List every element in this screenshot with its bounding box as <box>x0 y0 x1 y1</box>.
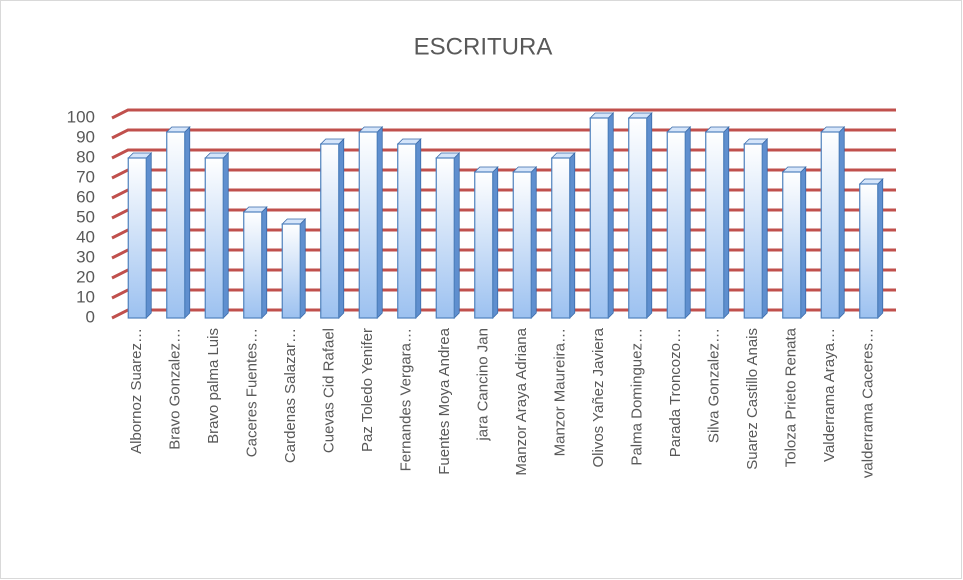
bar-group <box>319 138 345 319</box>
y-tick-label: 40 <box>76 227 95 246</box>
bar <box>127 157 147 319</box>
bar-side <box>646 112 653 319</box>
bar <box>666 131 686 319</box>
x-tick-label: valderrama Caceres… <box>860 328 877 478</box>
x-tick-label: Bravo Gonzalez… <box>167 328 184 450</box>
bar-group <box>281 218 307 319</box>
bar-group <box>242 206 268 319</box>
bar-group <box>435 152 461 319</box>
bar-side <box>877 178 884 319</box>
y-tick-label: 60 <box>76 187 95 206</box>
bar <box>204 157 224 319</box>
bar-side <box>530 166 537 319</box>
bar-group <box>204 152 230 319</box>
y-tick-label: 50 <box>76 207 95 226</box>
x-tick-label: Fuentes Moya Andrea <box>436 327 453 474</box>
x-tick-label: Suarez Castillo Anais <box>744 328 761 470</box>
x-tick-label: Manzor Maureira… <box>552 328 569 456</box>
bar-side <box>569 152 576 319</box>
bar-group <box>165 126 191 319</box>
bar-side <box>222 152 229 319</box>
bar <box>782 171 802 319</box>
bar-side <box>684 126 691 319</box>
x-tick-label: Palma Dominguez… <box>629 328 646 466</box>
bar-side <box>145 152 152 319</box>
bar <box>551 157 571 319</box>
bar-group <box>627 112 653 319</box>
grid-line <box>111 108 896 120</box>
bar-group <box>396 138 422 319</box>
bar-side <box>299 218 306 319</box>
bar-group <box>858 178 884 319</box>
bar-side <box>184 126 191 319</box>
x-tick-label: Valderrama Araya… <box>821 328 838 462</box>
y-tick-label: 80 <box>76 147 95 166</box>
bar <box>243 211 263 319</box>
x-tick-label: Cuevas Cid Rafael <box>321 328 338 453</box>
y-tick-label: 30 <box>76 247 95 266</box>
bar <box>397 143 417 319</box>
bar <box>512 171 532 319</box>
bar-group <box>743 138 769 319</box>
y-tick-label: 100 <box>67 107 95 126</box>
bar-group <box>820 126 846 319</box>
x-tick-label: Toloza Prieto Renata <box>783 327 800 467</box>
bar <box>358 131 378 319</box>
bar <box>474 171 494 319</box>
x-tick-label: Cardenas Salazar… <box>282 328 299 463</box>
y-tick-label: 70 <box>76 167 95 186</box>
bar <box>628 117 648 319</box>
bar <box>589 117 609 319</box>
bar <box>743 143 763 319</box>
x-tick-label: Caceres Fuentes… <box>244 328 261 457</box>
bar-group <box>666 126 692 319</box>
x-tick-label: jara Cancino Jan <box>475 328 492 442</box>
bar <box>820 131 840 319</box>
x-tick-label: Fernandes Vergara… <box>398 328 415 471</box>
x-tick-label: Paz Toledo Yenifer <box>359 328 376 452</box>
bar-side <box>492 166 499 319</box>
x-tick-label: Albornoz Suarez… <box>128 328 145 454</box>
bar <box>320 143 340 319</box>
x-tick-label: Manzor Araya Adriana <box>513 327 530 475</box>
bar-side <box>761 138 768 319</box>
bar-side <box>261 206 268 319</box>
bar-group <box>473 166 499 319</box>
x-tick-label: Bravo palma Luis <box>205 328 222 444</box>
bar-side <box>838 126 845 319</box>
bar <box>166 131 186 319</box>
bar <box>435 157 455 319</box>
y-tick-label: 10 <box>76 287 95 306</box>
bar-side <box>607 112 614 319</box>
bar-side <box>723 126 730 319</box>
x-tick-label: Silva Gonzalez… <box>706 328 723 443</box>
bar-group <box>512 166 538 319</box>
x-tick-label: Parada Troncozo… <box>667 328 684 457</box>
bar-group <box>550 152 576 319</box>
bar-group <box>781 166 807 319</box>
bar-group <box>358 126 384 319</box>
y-tick-label: 0 <box>86 307 95 326</box>
bar-group <box>704 126 730 319</box>
bar <box>859 183 879 319</box>
bar <box>281 223 301 319</box>
bar-side <box>338 138 345 319</box>
bar-side <box>453 152 460 319</box>
bar-side <box>800 166 807 319</box>
bar-side <box>376 126 383 319</box>
bar-group <box>127 152 153 319</box>
y-tick-label: 20 <box>76 267 95 286</box>
y-tick-label: 90 <box>76 127 95 146</box>
bar <box>705 131 725 319</box>
chart-title: ESCRITURA <box>414 33 553 60</box>
bar-side <box>415 138 422 319</box>
x-tick-label: Olivos Yañez Javiera <box>590 327 607 467</box>
bar-group <box>589 112 615 319</box>
